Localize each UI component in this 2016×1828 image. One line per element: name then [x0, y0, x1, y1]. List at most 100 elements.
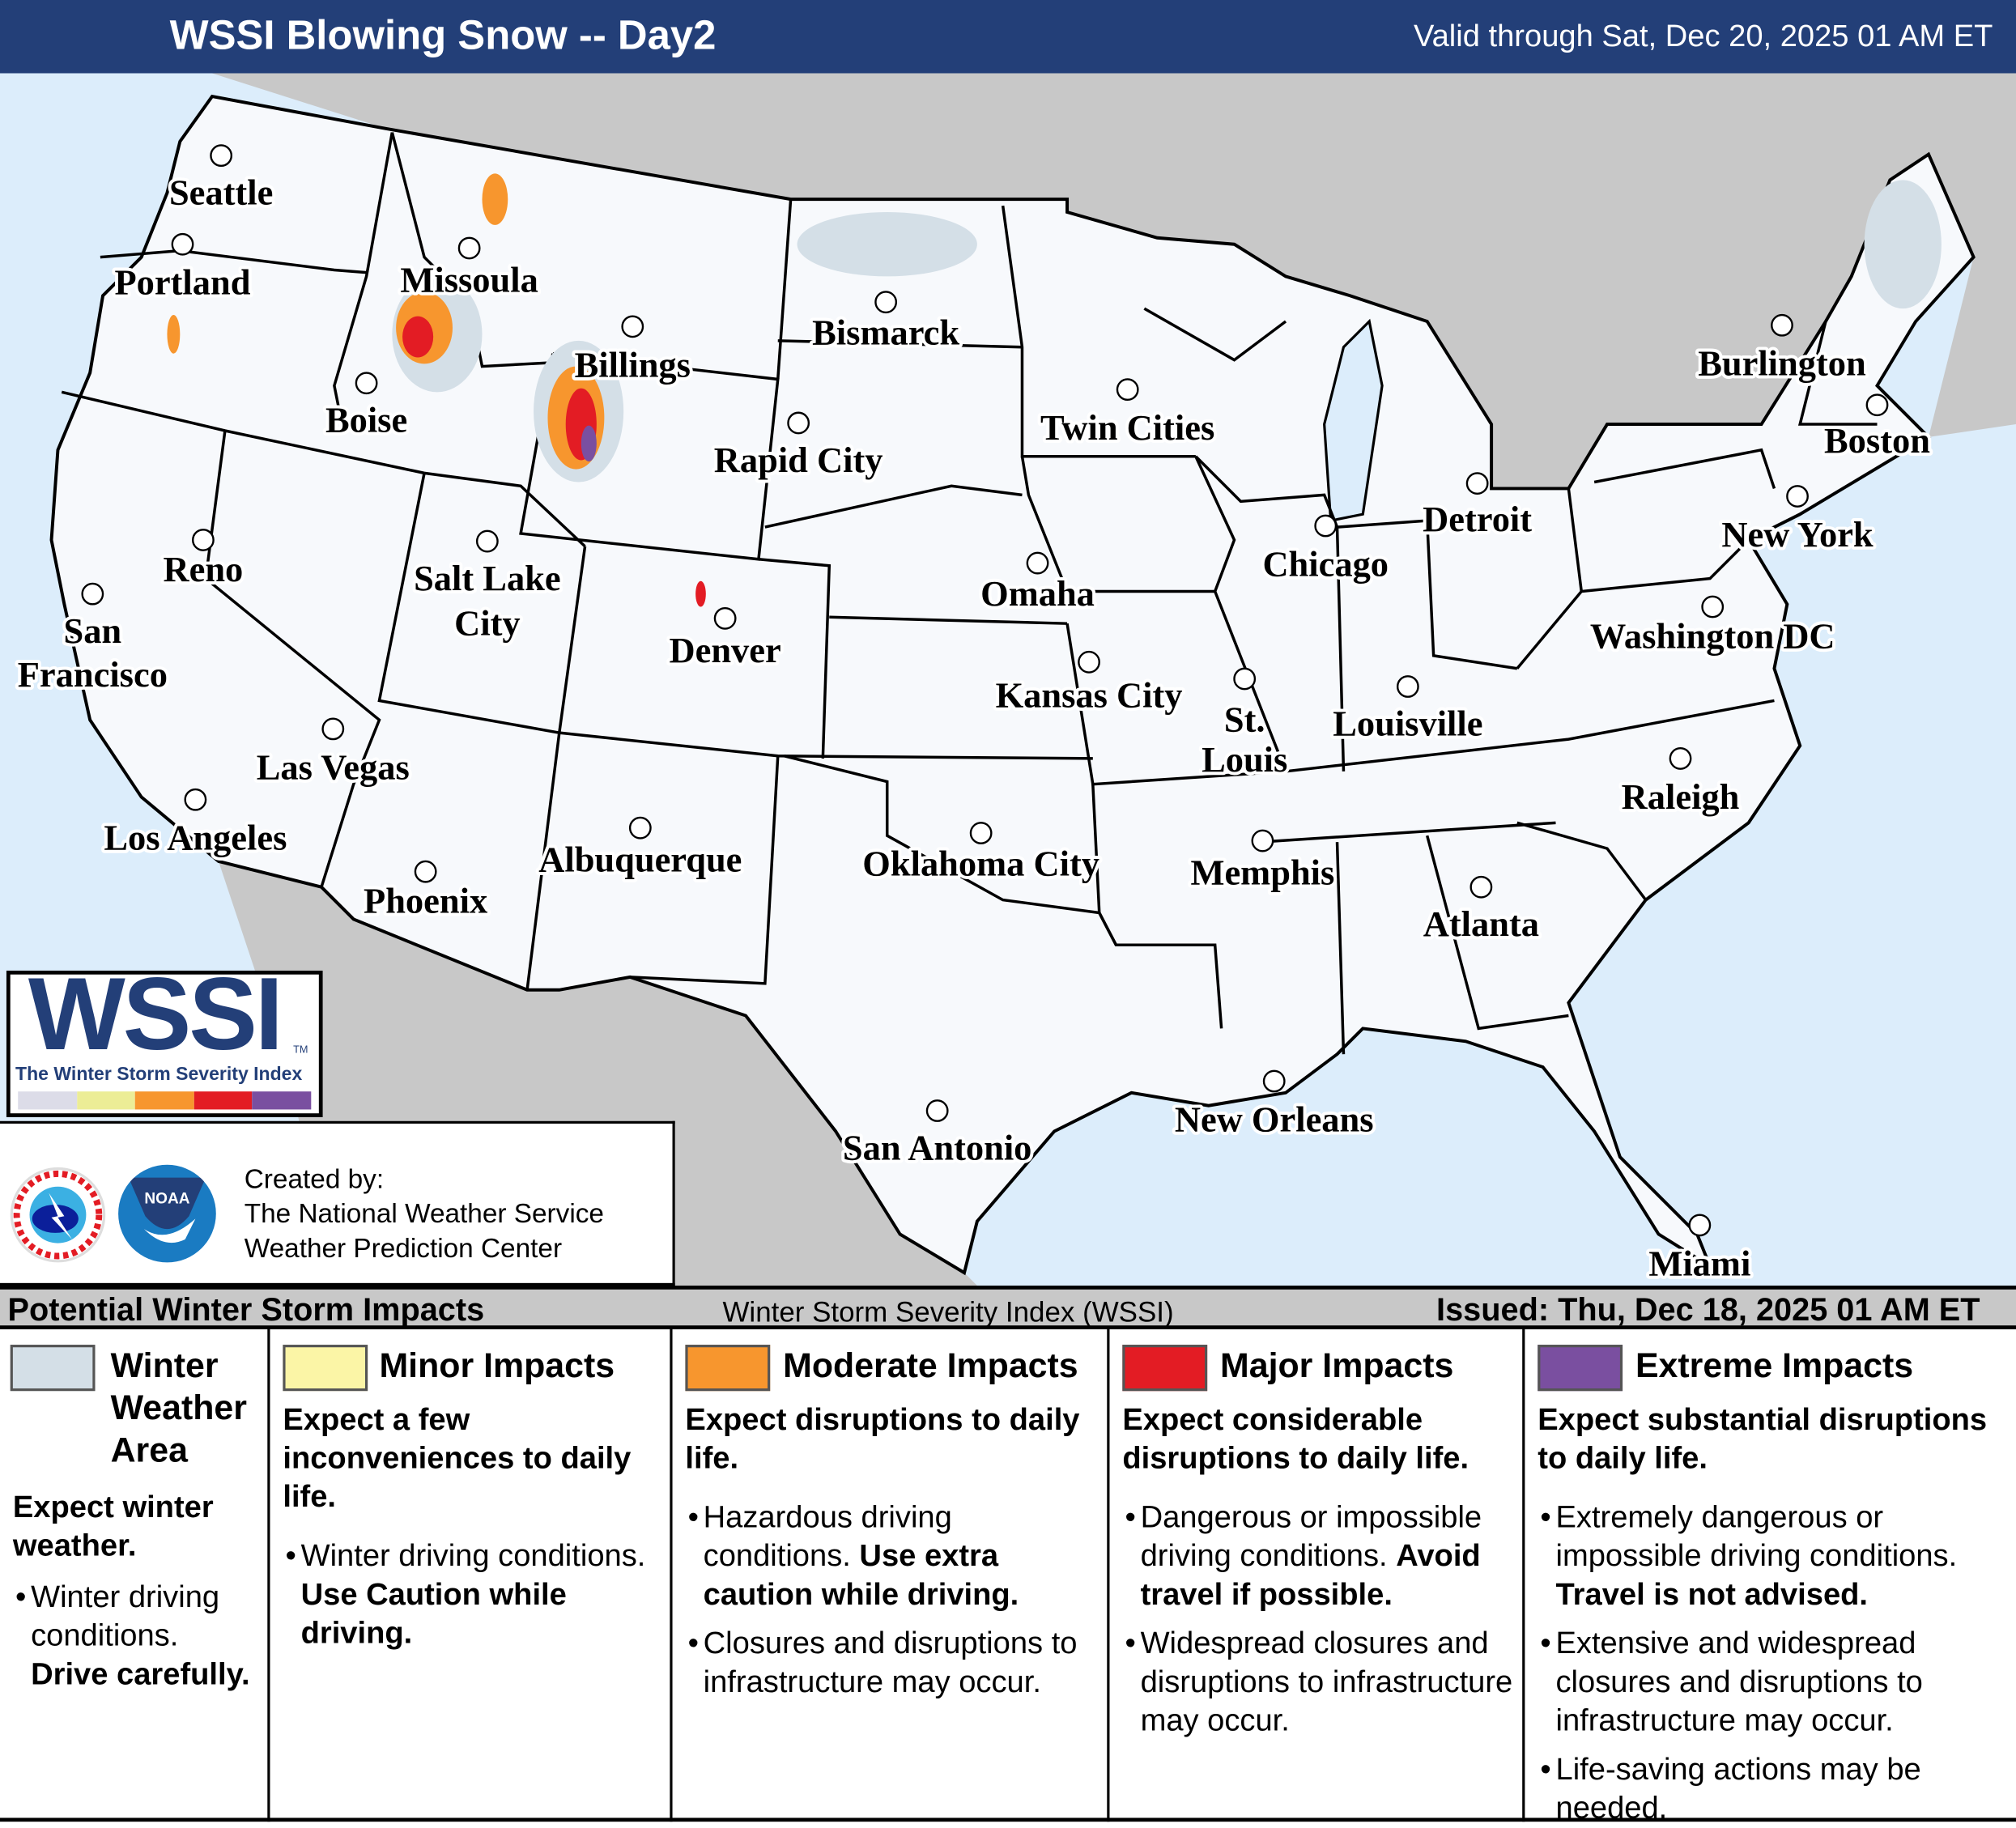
city-label-raleigh: Raleigh — [1622, 776, 1740, 817]
city-label-boise: Boise — [325, 400, 407, 440]
legend-bullet-text: Life-saving actions may be needed. — [1555, 1752, 1921, 1826]
city-dot-rapid-city — [787, 411, 810, 435]
issued-time: Issued: Thu, Dec 18, 2025 01 AM ET — [1436, 1291, 1980, 1328]
city-label-seattle: Seattle — [169, 172, 273, 212]
legend-bullet-emphasis: Avoid travel if possible. — [1140, 1538, 1481, 1613]
city-label-omaha: Omaha — [980, 573, 1095, 614]
city-dot-memphis — [1251, 829, 1274, 852]
city-label-missoula: Missoula — [400, 259, 538, 300]
scale-swatch — [252, 1091, 312, 1110]
legend-bullet: Winter driving conditions. Drive careful… — [15, 1579, 262, 1694]
nws-logo-icon — [10, 1167, 106, 1263]
city-label-phoenix: Phoenix — [364, 880, 487, 920]
legend-title: Potential Winter Storm Impacts — [7, 1291, 485, 1328]
scale-swatch — [194, 1091, 253, 1110]
legend-title: Moderate Impacts — [783, 1345, 1078, 1385]
city-dot-san-francisco — [81, 582, 104, 606]
city-dot-missoula — [457, 236, 481, 260]
credit-box: NOAA Created by: The National Weather Se… — [0, 1120, 675, 1286]
wssi-color-scale — [18, 1091, 312, 1110]
map-title: WSSI Blowing Snow -- Day2 — [169, 11, 717, 58]
legend-column-extreme-impacts: Extreme Impacts Expect substantial disrup… — [1522, 1329, 2016, 1826]
city-label-denver: Denver — [670, 630, 781, 670]
city-label-twin-cities: Twin Cities — [1040, 407, 1214, 448]
city-dot-boise — [355, 372, 378, 395]
canada-land — [212, 73, 2016, 489]
us-map: Seattle Portland Missoula Billings Boise Bism… — [0, 73, 2016, 1286]
city-label-new-york: New York — [1721, 514, 1874, 555]
city-label-reno: Reno — [164, 549, 244, 589]
city-dot-miami — [1688, 1214, 1712, 1237]
legend-swatch — [10, 1345, 96, 1392]
city-label-chicago: Chicago — [1262, 543, 1389, 584]
legend-title: Extreme Impacts — [1635, 1345, 1914, 1385]
city-dot-los-angeles — [184, 788, 207, 811]
legend-title: Winter Weather Area — [110, 1345, 247, 1470]
legend-swatch — [1122, 1345, 1208, 1392]
legend-index-name: Winter Storm Severity Index (WSSI) — [722, 1295, 1174, 1328]
city-markers: Seattle Portland Missoula Billings Boise Bism… — [15, 144, 1933, 1286]
legend-bullet-emphasis: Use Caution while driving. — [300, 1577, 567, 1652]
legend-column-moderate-impacts: Moderate Impacts Expect disruptions to da… — [670, 1329, 1107, 1822]
legend-heading: Expect disruptions to daily life. — [685, 1402, 1080, 1477]
valid-through: Valid through Sat, Dec 20, 2025 01 AM ET — [1414, 19, 1993, 54]
legend-bullet: Extremely dangerous or impossible drivin… — [1540, 1499, 2010, 1615]
city-label-san-antonio: San Antonio — [843, 1127, 1032, 1167]
svg-text:NOAA: NOAA — [144, 1190, 189, 1207]
city-dot-denver — [713, 606, 737, 630]
legend-swatch — [283, 1345, 368, 1392]
city-dot-burlington — [1771, 313, 1793, 337]
city-label-los-angeles: Los Angeles — [104, 818, 287, 858]
city-label-salt-lake-city: Salt Lake City — [414, 558, 561, 644]
city-dot-louisville — [1396, 675, 1419, 698]
legend-bullet: Widespread closures and disruptions to i… — [1125, 1625, 1517, 1741]
city-label-albuquerque: Albuquerque — [538, 840, 742, 880]
wssi-subtitle: The Winter Storm Severity Index — [15, 1064, 303, 1086]
us-land — [49, 94, 1976, 1276]
legend-heading: Expect winter weather. — [12, 1490, 214, 1564]
city-dot-billings — [621, 315, 644, 338]
legend-swatch — [1538, 1345, 1623, 1392]
city-dot-bismarck — [874, 291, 898, 314]
legend-column-minor-impacts: Minor Impacts Expect a few inconveniences… — [267, 1329, 670, 1822]
wssi-logo: WSSI TM The Winter Storm Severity Index — [6, 970, 323, 1117]
credit-org-nws: The National Weather Service — [244, 1199, 604, 1230]
legend-title: Major Impacts — [1220, 1345, 1454, 1385]
city-dot-twin-cities — [1116, 378, 1139, 402]
legend-heading: Expect substantial disruptions to daily … — [1538, 1402, 1988, 1477]
city-dot-san-antonio — [925, 1099, 949, 1122]
scale-swatch — [18, 1091, 77, 1110]
city-dot-albuquerque — [628, 816, 652, 840]
city-dot-phoenix — [414, 860, 437, 883]
city-label-oklahoma-city: Oklahoma City — [862, 843, 1099, 883]
scale-swatch — [76, 1091, 136, 1110]
city-label-bismarck: Bismarck — [812, 312, 959, 353]
legend-bullet-text: Winter driving conditions. — [300, 1538, 646, 1574]
city-dot-st-louis — [1233, 667, 1257, 691]
city-label-portland: Portland — [115, 262, 251, 303]
city-label-san-francisco: San Francisco — [18, 610, 168, 695]
city-label-rapid-city: Rapid City — [714, 440, 883, 480]
legend-swatch — [685, 1345, 771, 1392]
city-label-burlington: Burlington — [1698, 343, 1866, 384]
legend-header: Potential Winter Storm Impacts Winter St… — [0, 1286, 2016, 1330]
legend-bullet: Hazardous driving conditions. Use extra … — [688, 1499, 1102, 1615]
legend-bullet: Extensive and widespread closures and di… — [1540, 1625, 2010, 1741]
legend-column-winter-weather-area: Winter Weather Area Expect winter weather… — [0, 1329, 267, 1822]
city-label-new-orleans: New Orleans — [1175, 1099, 1374, 1139]
legend-bullet-text: Hazardous driving conditions. — [703, 1500, 952, 1574]
city-dot-omaha — [1026, 551, 1049, 575]
city-label-louisville: Louisville — [1333, 703, 1482, 743]
city-label-detroit: Detroit — [1423, 499, 1532, 539]
city-dot-new-orleans — [1262, 1069, 1286, 1093]
city-dot-detroit — [1465, 472, 1489, 495]
legend-bullet-emphasis: Use extra caution while driving. — [703, 1538, 1019, 1613]
city-label-memphis: Memphis — [1191, 852, 1335, 893]
city-label-atlanta: Atlanta — [1423, 903, 1539, 944]
scale-swatch — [135, 1091, 194, 1110]
legend-bullet-text: Widespread closures and disruptions to i… — [1140, 1626, 1513, 1738]
city-label-kansas-city: Kansas City — [996, 674, 1183, 715]
city-dot-oklahoma-city — [969, 822, 993, 844]
city-dot-boston — [1865, 393, 1889, 417]
